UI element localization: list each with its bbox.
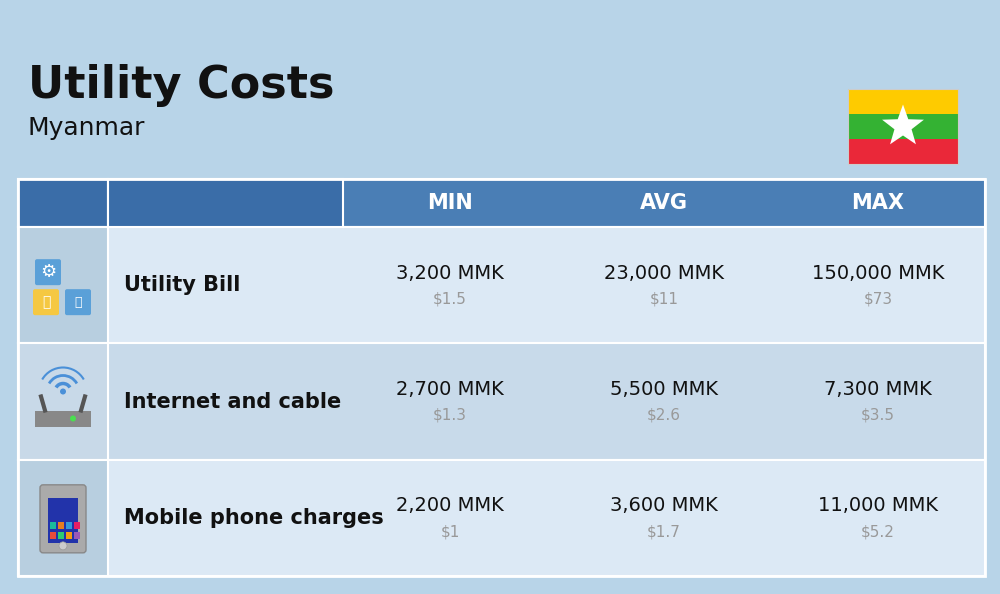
Bar xyxy=(18,179,108,227)
Text: $11: $11 xyxy=(650,292,678,307)
Circle shape xyxy=(60,388,66,394)
Circle shape xyxy=(59,542,67,550)
Text: 2,200 MMK: 2,200 MMK xyxy=(396,497,504,516)
Text: $1: $1 xyxy=(440,525,460,539)
Text: 150,000 MMK: 150,000 MMK xyxy=(812,264,944,283)
Text: MAX: MAX xyxy=(852,193,904,213)
Bar xyxy=(18,343,985,460)
Bar xyxy=(48,498,78,543)
Polygon shape xyxy=(882,105,924,144)
Bar xyxy=(108,179,343,227)
Text: AVG: AVG xyxy=(640,193,688,213)
Bar xyxy=(58,522,64,529)
Text: MIN: MIN xyxy=(427,193,473,213)
Bar xyxy=(848,89,958,114)
Bar xyxy=(58,532,64,539)
Text: 23,000 MMK: 23,000 MMK xyxy=(604,264,724,283)
FancyBboxPatch shape xyxy=(35,259,61,285)
Text: Mobile phone charges: Mobile phone charges xyxy=(124,508,384,528)
Text: Utility Bill: Utility Bill xyxy=(124,275,240,295)
Circle shape xyxy=(70,415,76,422)
Bar xyxy=(66,522,72,529)
Bar xyxy=(35,410,91,426)
Text: 🔌: 🔌 xyxy=(42,295,50,309)
Bar xyxy=(50,532,56,539)
Bar xyxy=(74,532,80,539)
Text: 5,500 MMK: 5,500 MMK xyxy=(610,380,718,399)
Bar xyxy=(18,460,985,576)
Bar xyxy=(18,343,108,460)
Bar xyxy=(18,460,108,576)
Text: Myanmar: Myanmar xyxy=(28,116,146,140)
Text: $5.2: $5.2 xyxy=(861,525,895,539)
Text: $3.5: $3.5 xyxy=(861,408,895,423)
Text: 2,700 MMK: 2,700 MMK xyxy=(396,380,504,399)
Text: Utility Costs: Utility Costs xyxy=(28,64,334,107)
Text: $1.5: $1.5 xyxy=(433,292,467,307)
Bar xyxy=(18,227,985,343)
Text: $2.6: $2.6 xyxy=(647,408,681,423)
Text: 7,300 MMK: 7,300 MMK xyxy=(824,380,932,399)
Text: $1.3: $1.3 xyxy=(433,408,467,423)
FancyBboxPatch shape xyxy=(65,289,91,315)
FancyBboxPatch shape xyxy=(33,289,59,315)
Bar xyxy=(848,114,958,139)
Text: 3,600 MMK: 3,600 MMK xyxy=(610,497,718,516)
Bar xyxy=(18,227,108,343)
Bar xyxy=(66,532,72,539)
Text: 11,000 MMK: 11,000 MMK xyxy=(818,497,938,516)
Bar xyxy=(74,522,80,529)
FancyBboxPatch shape xyxy=(40,485,86,553)
Text: 🚿: 🚿 xyxy=(74,296,82,309)
Bar xyxy=(18,179,985,227)
Bar xyxy=(18,179,985,576)
Text: 3,200 MMK: 3,200 MMK xyxy=(396,264,504,283)
Bar xyxy=(848,89,958,164)
Text: ⚙: ⚙ xyxy=(40,263,56,281)
Text: $73: $73 xyxy=(863,292,893,307)
Text: Internet and cable: Internet and cable xyxy=(124,391,341,412)
Text: $1.7: $1.7 xyxy=(647,525,681,539)
Bar xyxy=(50,522,56,529)
Bar xyxy=(848,139,958,164)
